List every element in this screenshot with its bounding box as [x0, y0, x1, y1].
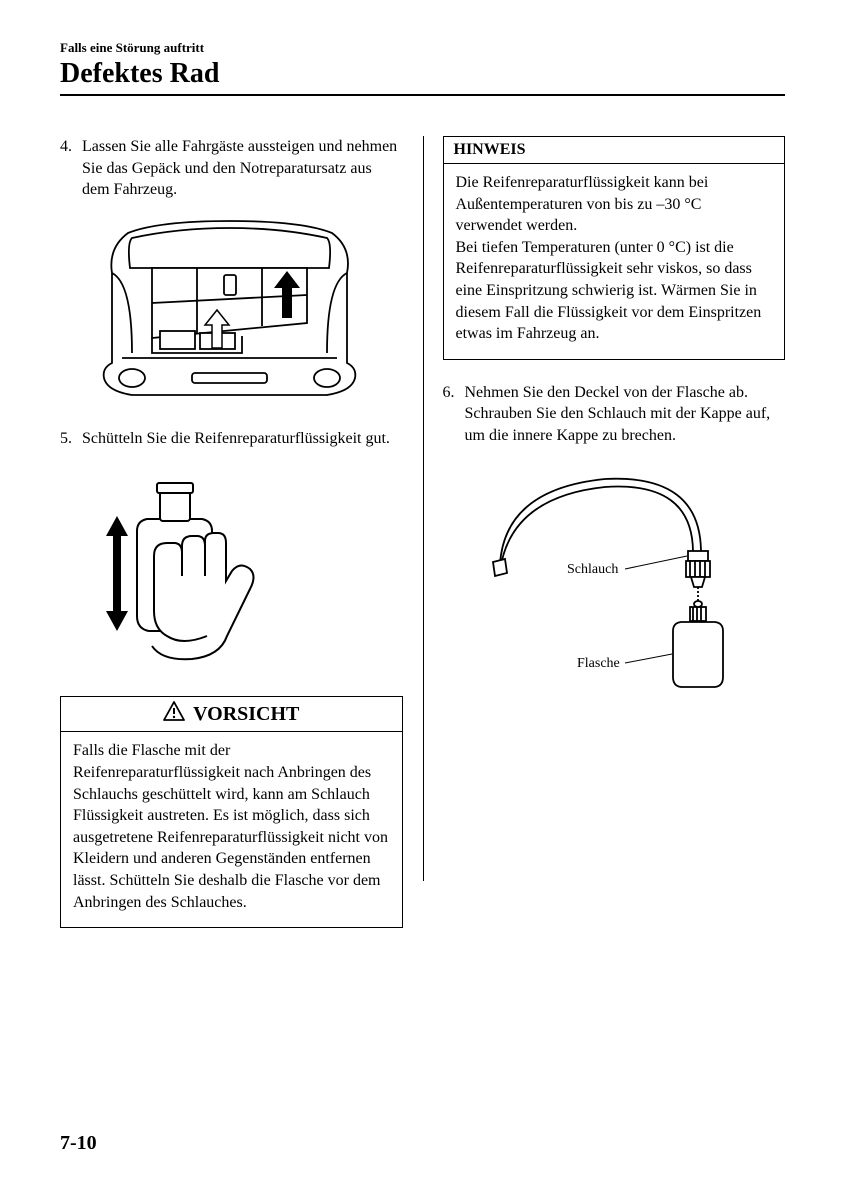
figure-shake-bottle: [82, 461, 403, 676]
step-6: 6. Nehmen Sie den Deckel von der Flasche…: [443, 382, 786, 447]
page-title: Defektes Rad: [60, 58, 785, 90]
note-heading: HINWEIS: [444, 137, 785, 164]
left-column: 4. Lassen Sie alle Fahrgäste aussteigen …: [60, 136, 423, 928]
figure-trunk: [82, 213, 403, 408]
bottle-label: Flasche: [577, 656, 620, 671]
hose-bottle-icon: Schlauch Flasche: [465, 459, 775, 719]
step-text: Lassen Sie alle Fahrgäste aussteigen und…: [82, 136, 403, 201]
step-4: 4. Lassen Sie alle Fahrgäste aussteigen …: [60, 136, 403, 201]
shake-bottle-icon: [82, 461, 282, 671]
warning-triangle-icon: [163, 701, 185, 727]
figure-hose-bottle: Schlauch Flasche: [465, 459, 786, 724]
step-5: 5. Schütteln Sie die Reifenreparaturflüs…: [60, 428, 403, 450]
step-number: 4.: [60, 136, 82, 201]
note-box: HINWEIS Die Reifenreparaturflüssigkeit k…: [443, 136, 786, 360]
caution-heading-text: VORSICHT: [193, 703, 299, 726]
page-number: 7-10: [60, 1132, 97, 1155]
step-text: Schütteln Sie die Reifenreparaturflüssig…: [82, 428, 403, 450]
step-text: Nehmen Sie den Deckel von der Flasche ab…: [465, 382, 786, 447]
caution-body: Falls die Flasche mit der Reifenreparatu…: [61, 732, 402, 927]
header-rule: [60, 94, 785, 96]
caution-heading: VORSICHT: [61, 697, 402, 732]
right-column: HINWEIS Die Reifenreparaturflüssigkeit k…: [423, 136, 786, 928]
breadcrumb: Falls eine Störung auftritt: [60, 40, 785, 56]
content-columns: 4. Lassen Sie alle Fahrgäste aussteigen …: [60, 136, 785, 928]
page-header: Falls eine Störung auftritt Defektes Rad: [60, 40, 785, 96]
caution-box: VORSICHT Falls die Flasche mit der Reife…: [60, 696, 403, 928]
note-body: Die Reifenreparaturflüssigkeit kann bei …: [444, 164, 785, 359]
hose-label: Schlauch: [567, 562, 618, 577]
trunk-diagram-icon: [82, 213, 377, 403]
step-number: 5.: [60, 428, 82, 450]
step-number: 6.: [443, 382, 465, 447]
